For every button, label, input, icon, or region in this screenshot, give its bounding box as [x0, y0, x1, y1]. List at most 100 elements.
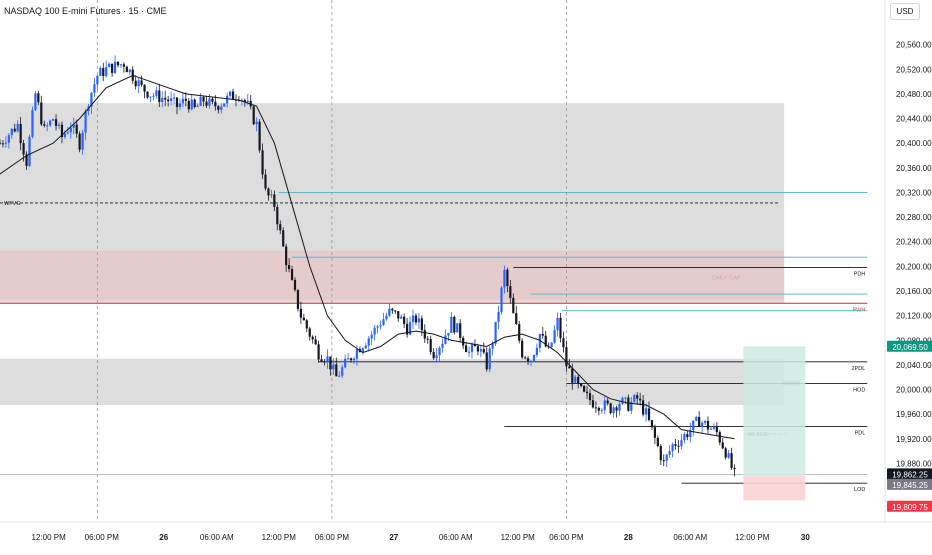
candle-body [491, 343, 494, 349]
candle-body [650, 420, 654, 428]
candle-body [90, 92, 93, 107]
candle-body [600, 410, 603, 412]
candle-body [122, 64, 125, 67]
candle-body [591, 400, 595, 408]
candle-body [665, 454, 668, 461]
candle-body [211, 98, 214, 102]
candle-body [146, 91, 149, 98]
candle-body [267, 188, 270, 196]
time-tick-label: 30 [801, 533, 810, 542]
candle-body [559, 317, 562, 339]
candle-body [615, 407, 618, 411]
long-position-stop-zone[interactable] [743, 475, 806, 501]
candle-body [170, 98, 173, 102]
candle-body [149, 96, 152, 98]
candle-body [252, 106, 255, 125]
candle-body [66, 132, 69, 134]
candle-body [712, 427, 715, 429]
candle-body [462, 337, 465, 346]
candle-body [116, 61, 120, 66]
candle-body [40, 102, 43, 125]
candle-body [379, 325, 382, 327]
candle-body [574, 376, 577, 383]
candle-body [329, 356, 332, 370]
symbol-title: NASDAQ 100 E-mini Futures · 15 · CME [4, 6, 167, 16]
price-tick-label: 20,040.00 [896, 361, 932, 370]
candle-body [580, 383, 583, 386]
candle-body [282, 230, 285, 247]
candle-body [420, 318, 423, 331]
candle-body [494, 321, 497, 344]
currency-button[interactable]: USD [890, 3, 920, 20]
candle-body [391, 308, 394, 311]
candle-body [630, 401, 633, 411]
candle-body [311, 336, 314, 340]
candle-body [677, 445, 680, 447]
price-axis-background[interactable] [885, 0, 932, 550]
candle-body [167, 99, 170, 102]
candle-body [72, 124, 75, 128]
long-position-target-zone[interactable] [743, 346, 806, 476]
candle-body [656, 437, 659, 447]
time-tick-label: 06:00 AM [200, 533, 234, 542]
candle-body [556, 317, 559, 331]
candle-body [718, 432, 721, 443]
candle-body [571, 368, 574, 383]
candle-body [459, 323, 462, 338]
candle-body [373, 327, 376, 335]
price-tick-label: 20,400.00 [896, 139, 932, 148]
level-label: HOD [853, 387, 865, 393]
candle-body [456, 323, 459, 333]
price-badge-text: 19,845.25 [892, 481, 928, 490]
candle-body [423, 330, 426, 339]
level-label: 2PDL [852, 366, 866, 372]
candle-body [733, 467, 736, 470]
candle-body [408, 322, 412, 335]
candle-body [332, 364, 335, 370]
time-axis-background[interactable] [0, 522, 932, 550]
candle-body [565, 347, 568, 367]
candle-body [721, 442, 724, 449]
candle-body [10, 128, 13, 136]
candle-body [190, 99, 193, 110]
candle-body [308, 328, 311, 337]
candle-body [432, 351, 435, 359]
candle-body [288, 265, 291, 270]
candle-body [128, 69, 131, 73]
candle-body [255, 121, 258, 125]
candle-body [671, 444, 674, 452]
candle-body [199, 96, 202, 106]
candle-body [302, 317, 305, 321]
candle-body [158, 90, 161, 103]
candle-body [577, 376, 580, 384]
candle-body [320, 359, 323, 362]
candle-body [529, 360, 533, 362]
candle-body [411, 315, 415, 323]
time-tick-label: 12:00 PM [262, 533, 297, 542]
candle-body [164, 98, 167, 100]
candle-body [370, 334, 373, 339]
level-label: WFVG [4, 201, 21, 207]
candle-body [161, 98, 164, 103]
candle-body [99, 68, 102, 76]
candle-body [37, 93, 40, 103]
candle-body [470, 344, 474, 352]
candle-body [96, 75, 99, 85]
candle-body [674, 444, 677, 446]
candle-body [28, 136, 31, 166]
candle-body [54, 119, 58, 126]
candle-body [226, 95, 229, 104]
candle-body [535, 347, 538, 355]
candle-body [57, 124, 61, 126]
candle-body [246, 100, 249, 103]
candle-body [624, 397, 627, 399]
level-label: PDL [855, 431, 866, 437]
candle-body [636, 395, 639, 399]
candle-body [476, 346, 479, 352]
price-badge [887, 478, 932, 490]
candle-body [724, 448, 727, 458]
candle-body [119, 64, 123, 66]
candle-body [113, 61, 117, 73]
